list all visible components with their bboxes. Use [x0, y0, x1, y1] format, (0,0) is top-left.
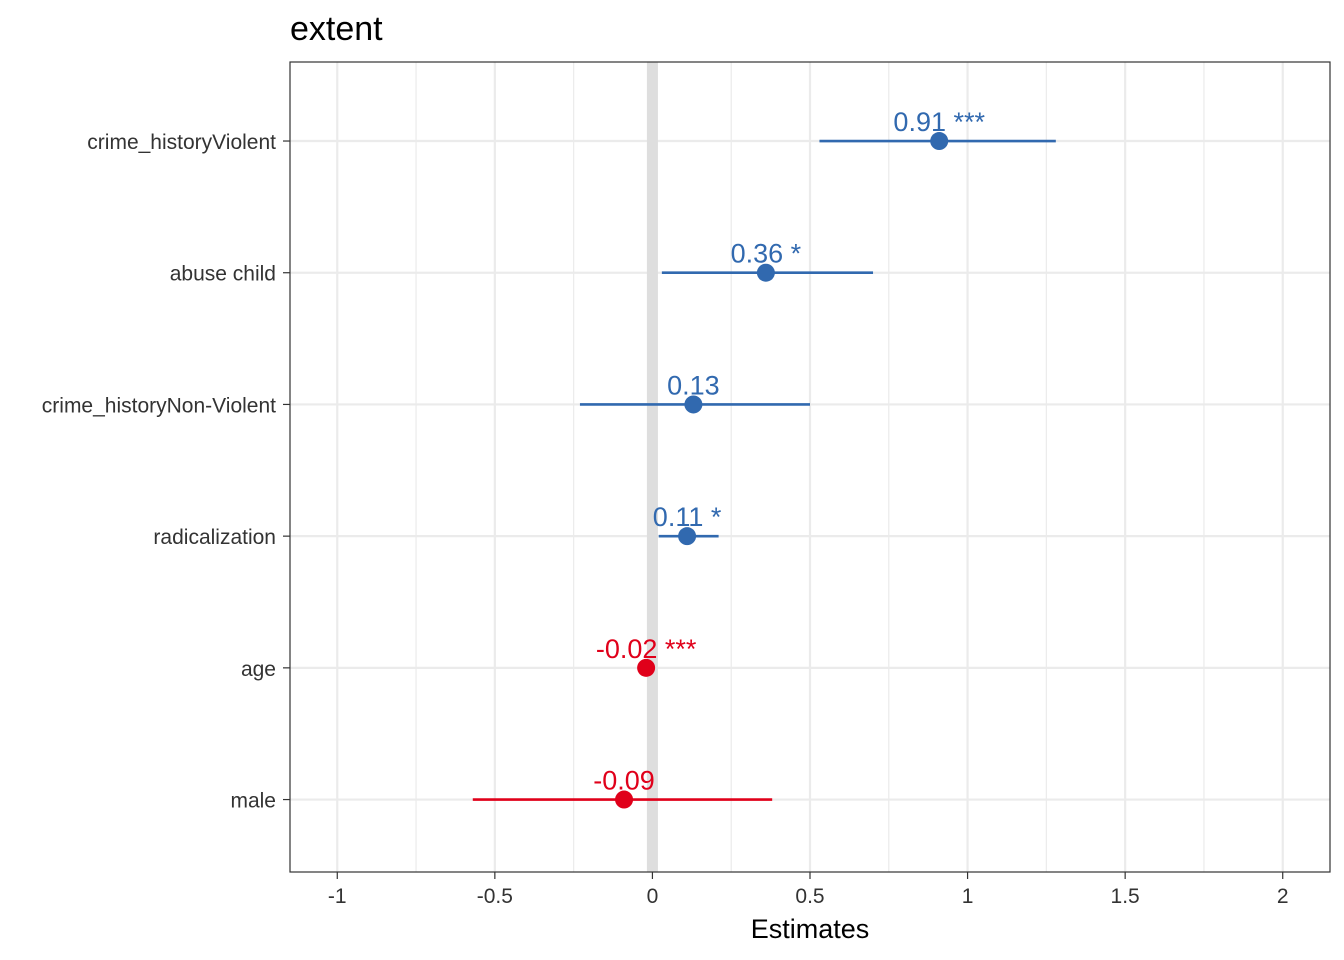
- x-axis-title: Estimates: [751, 914, 870, 944]
- estimate-label: 0.11 *: [653, 502, 722, 532]
- x-tick-label: 1: [962, 885, 974, 908]
- y-tick-label: crime_historyNon-Violent: [42, 394, 276, 417]
- estimate-labels: 0.91 *** 0.36 * 0.13 0.11 * -0.02 *** -0.09: [593, 107, 985, 796]
- estimate-point: [678, 527, 697, 546]
- estimate-point: [756, 263, 775, 282]
- x-axis-labels: -1 -0.5 0 0.5 1 1.5 2: [328, 885, 1289, 908]
- y-tick-label: crime_historyViolent: [87, 131, 276, 154]
- x-tick-label: -1: [328, 885, 347, 908]
- x-tick-label: -0.5: [477, 885, 513, 908]
- estimate-label: 0.36 *: [731, 239, 802, 269]
- y-tick-label: age: [241, 658, 276, 681]
- chart-title: extent: [290, 10, 383, 48]
- estimate-label: 0.91 ***: [893, 107, 985, 137]
- estimate-point: [684, 395, 703, 414]
- major-gridlines: [290, 62, 1330, 872]
- estimate-point: [930, 132, 949, 151]
- y-tick-label: radicalization: [153, 526, 276, 549]
- y-tick-label: male: [230, 790, 276, 813]
- estimate-point: [637, 658, 656, 677]
- estimate-label: -0.09: [593, 766, 655, 796]
- estimate-marks: [472, 132, 1056, 809]
- x-tick-label: 0.5: [795, 885, 824, 908]
- estimate-label: 0.13: [667, 370, 720, 400]
- x-tick-label: 0: [647, 885, 659, 908]
- minor-gridlines: [415, 62, 1205, 872]
- axis-ticks: [283, 140, 1284, 879]
- x-tick-label: 2: [1277, 885, 1289, 908]
- estimate-label: -0.02 ***: [596, 634, 697, 664]
- y-tick-label: abuse child: [170, 263, 276, 286]
- estimate-point: [615, 790, 634, 809]
- x-tick-label: 1.5: [1111, 885, 1140, 908]
